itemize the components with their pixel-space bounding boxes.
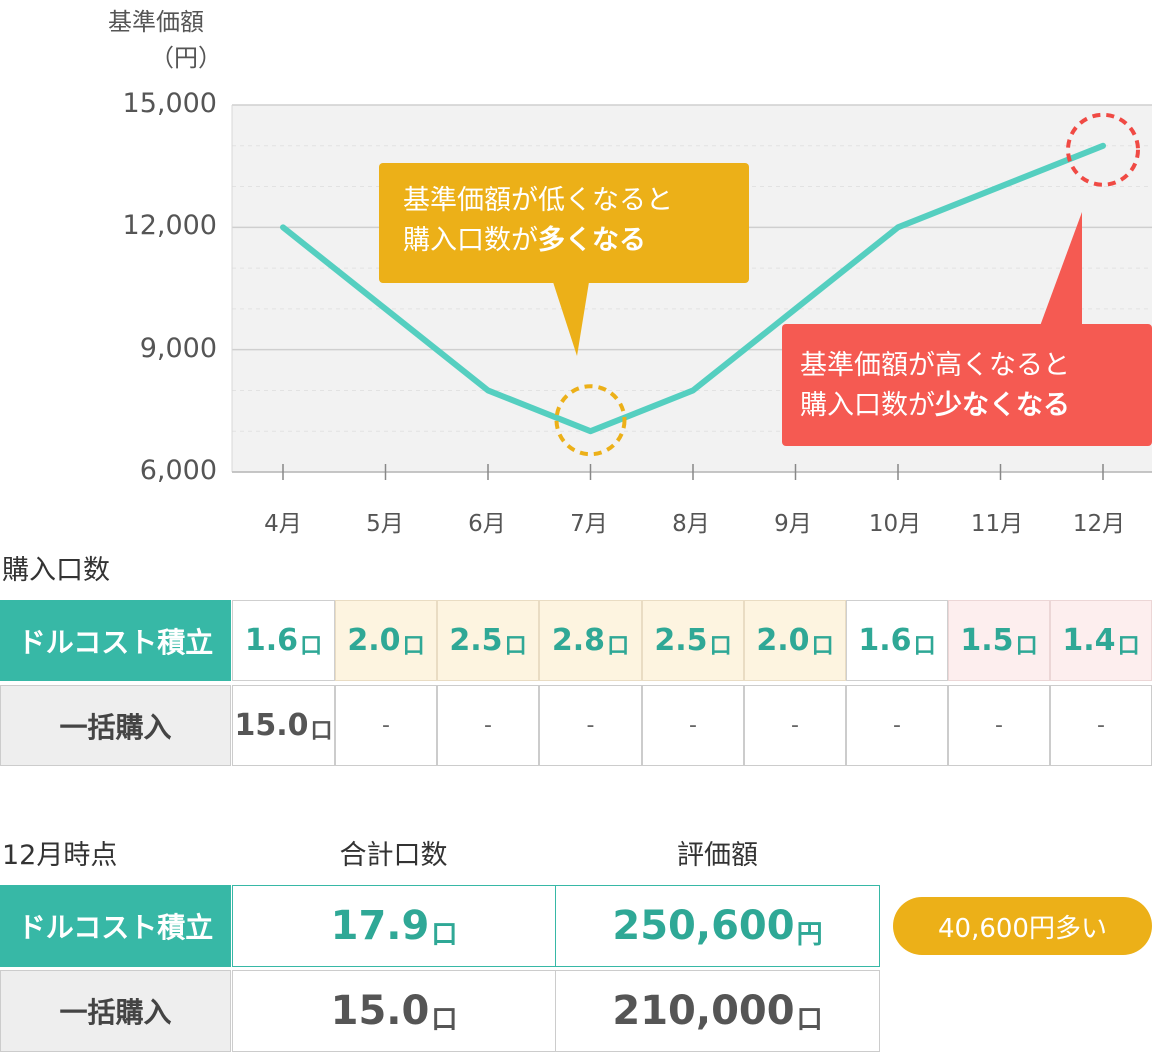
units-cell: - [642, 685, 744, 766]
summary-label-dollar-cost: ドルコスト積立 [0, 885, 231, 967]
y-tick-label: 15,000 [122, 88, 217, 119]
units-cell: - [1050, 685, 1152, 766]
y-tick-label: 12,000 [122, 210, 217, 241]
callout-emphasis: 多くなる [538, 225, 646, 256]
units-value: 2.8 [551, 623, 606, 658]
units-cell: 1.4 口 [1050, 600, 1152, 681]
units-cell: 2.0 口 [744, 600, 846, 681]
total-units-header: 合計口数 [339, 840, 448, 871]
y-tick-label: 6,000 [139, 455, 217, 486]
units-suffix: 口 [504, 633, 527, 659]
units-suffix: 口 [1015, 633, 1038, 659]
units-value: - [995, 713, 1003, 738]
units-suffix: 口 [607, 633, 630, 659]
units-value: 2.5 [449, 623, 503, 658]
units-table-title: 購入口数 [2, 555, 110, 586]
units-cell: 1.6 口 [232, 600, 335, 681]
valuation-header: 評価額 [677, 840, 758, 871]
y-axis-label: 基準価額 [108, 8, 204, 36]
x-tick-label: 11月 [970, 511, 1024, 537]
units-value: - [1097, 713, 1105, 738]
callout-prefix: 購入口数が [800, 390, 935, 421]
value: 250,600 [612, 903, 795, 949]
low-callout-pointer [553, 282, 589, 356]
x-tick-label: 6月 [468, 511, 506, 537]
unit: 口 [431, 919, 458, 950]
units-value: 1.4 [1062, 623, 1116, 658]
high-highlight-circle [1066, 112, 1140, 187]
low-price-callout: 基準価額が低くなると 購入口数が多くなる [379, 163, 749, 283]
units-suffix: 口 [300, 633, 323, 659]
units-value: - [484, 713, 492, 738]
units-cell: - [846, 685, 948, 766]
summary-title: 12月時点 [2, 840, 118, 871]
y-axis-unit: （円） [150, 44, 222, 72]
units-suffix: 口 [709, 633, 732, 659]
row-label-dollar-cost: ドルコスト積立 [0, 600, 231, 681]
units-value: - [893, 713, 901, 738]
units-cell: 2.8 口 [539, 600, 642, 681]
price-series-line [280, 142, 1106, 435]
value: 17.9 [330, 903, 430, 949]
callout-line1: 基準価額が高くなると [800, 350, 1070, 381]
callout-line2: 購入口数が少なくなる [800, 386, 1152, 426]
units-suffix: 口 [811, 633, 834, 659]
chart-axes [232, 464, 1152, 480]
units-suffix: 口 [310, 718, 333, 744]
units-cell: 2.5 口 [642, 600, 744, 681]
units-value: 2.0 [347, 623, 401, 658]
x-tick-label: 9月 [774, 511, 812, 537]
lump-sum-valuation: 210,000 口 [556, 970, 880, 1052]
low-highlight-circle [554, 384, 627, 457]
units-value: 1.6 [858, 623, 912, 658]
value: 15.0 [330, 988, 430, 1034]
units-value: - [382, 713, 390, 738]
units-value: 1.6 [244, 623, 299, 658]
units-cell: - [437, 685, 539, 766]
x-tick-label: 12月 [1072, 511, 1126, 537]
units-cell: 1.5 口 [948, 600, 1050, 681]
units-cell: - [744, 685, 846, 766]
unit: 口 [431, 1004, 458, 1035]
units-value: - [689, 713, 697, 738]
units-cell: - [539, 685, 642, 766]
x-tick-label: 10月 [868, 511, 922, 537]
x-tick-label: 7月 [570, 511, 608, 537]
units-suffix: 口 [1117, 633, 1140, 659]
high-price-callout: 基準価額が高くなると 購入口数が少なくなる [782, 324, 1152, 446]
dollar-cost-total-units: 17.9 口 [232, 885, 556, 967]
callout-line1: 基準価額が低くなると [403, 185, 673, 216]
high-callout-pointer [1040, 212, 1082, 326]
units-cell: 15.0 口 [232, 685, 335, 766]
units-value: 2.5 [654, 623, 708, 658]
row-label-lump-sum: 一括購入 [0, 685, 231, 766]
units-suffix: 口 [402, 633, 425, 659]
unit: 口 [796, 1004, 823, 1035]
units-suffix: 口 [913, 633, 936, 659]
callout-prefix: 購入口数が [403, 225, 538, 256]
unit: 円 [796, 919, 823, 950]
difference-badge: 40,600円多い [893, 897, 1152, 955]
summary-label-lump-sum: 一括購入 [0, 970, 231, 1052]
callout-line2: 購入口数が多くなる [403, 221, 749, 261]
units-value: - [791, 713, 799, 738]
value: 210,000 [612, 988, 795, 1034]
lump-sum-total-units: 15.0 口 [232, 970, 556, 1052]
units-value: 2.0 [756, 623, 810, 658]
units-cell: 2.0 口 [335, 600, 437, 681]
units-cell: 2.5 口 [437, 600, 539, 681]
dollar-cost-valuation: 250,600 円 [556, 885, 880, 967]
x-tick-label: 4月 [264, 511, 302, 537]
units-cell: 1.6 口 [846, 600, 948, 681]
y-tick-label: 9,000 [139, 333, 217, 364]
units-value: 15.0 [234, 708, 309, 743]
x-tick-label: 5月 [366, 511, 404, 537]
callout-emphasis: 少なくなる [935, 390, 1070, 421]
units-cell: - [335, 685, 437, 766]
x-tick-label: 8月 [672, 511, 710, 537]
units-cell: - [948, 685, 1050, 766]
units-value: - [586, 713, 595, 738]
units-value: 1.5 [960, 623, 1014, 658]
